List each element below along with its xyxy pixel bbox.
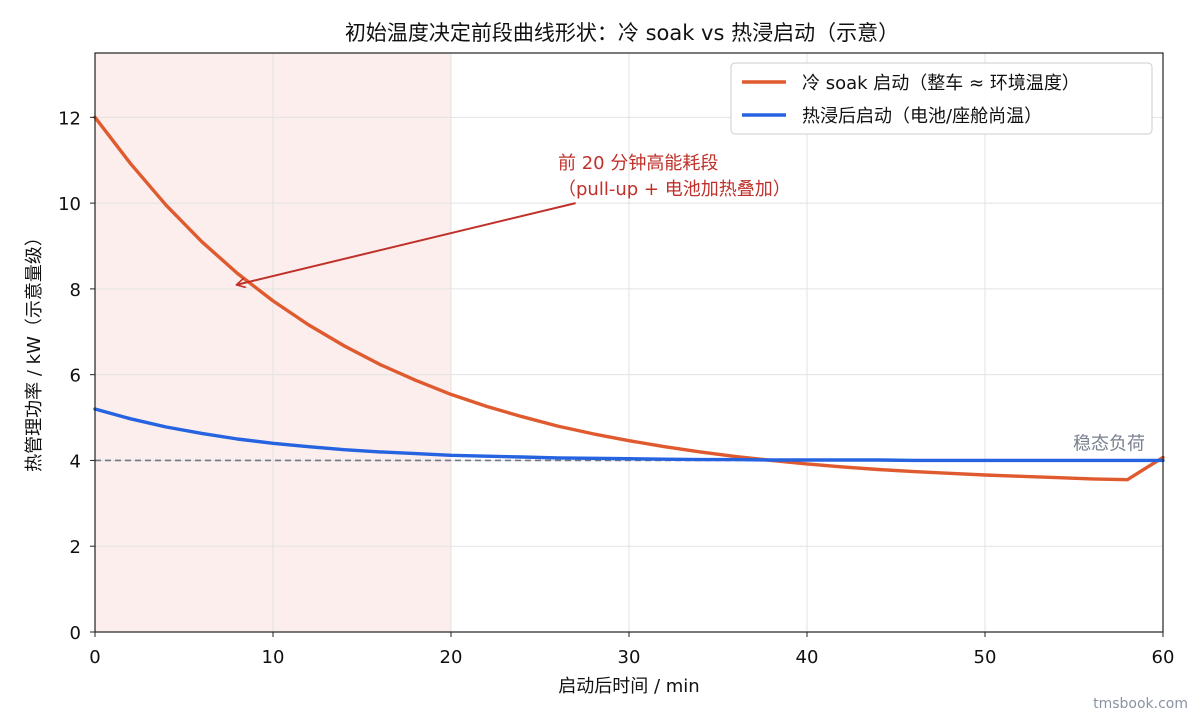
y-tick-label: 10 [58, 194, 81, 215]
x-tick-label: 30 [618, 647, 641, 668]
annotation-line-2: （pull-up + 电池加热叠加） [558, 179, 791, 200]
series-group [93, 115, 1165, 482]
series-line-1 [93, 115, 1165, 482]
x-tick-label: 60 [1152, 647, 1175, 668]
y-axis-label: 热管理功率 / kW（示意量级） [24, 228, 45, 472]
x-tick-label: 20 [440, 647, 463, 668]
y-tick-label: 2 [70, 537, 81, 558]
series-line-2 [93, 407, 1165, 463]
x-tick-label: 50 [974, 647, 997, 668]
annotation: 前 20 分钟高能耗段 （pull-up + 电池加热叠加） [237, 153, 791, 285]
legend-box [730, 62, 1153, 135]
x-tick-label: 10 [262, 647, 285, 668]
chart-title: 初始温度决定前段曲线形状：冷 soak vs 热浸启动（示意） [345, 21, 899, 45]
y-tick-label: 12 [58, 108, 81, 129]
y-tick-label: 8 [70, 280, 81, 301]
x-tick-label: 0 [89, 647, 100, 668]
steady-state-label: 稳态负荷 [1073, 433, 1145, 454]
legend-label-1: 冷 soak 启动（整车 ≈ 环境温度） [802, 73, 1080, 94]
legend-label-2: 热浸后启动（电池/座舱尚温） [802, 106, 1042, 127]
y-tick-label: 6 [70, 366, 81, 387]
ticks: 0 10 20 30 40 50 60 0 2 4 6 8 10 12 [58, 108, 1174, 668]
annotation-arrow [237, 202, 576, 284]
x-tick-label: 40 [796, 647, 819, 668]
x-axis-label: 启动后时间 / min [558, 676, 699, 697]
legend: 冷 soak 启动（整车 ≈ 环境温度） 热浸后启动（电池/座舱尚温） [730, 62, 1153, 135]
y-tick-label: 4 [70, 451, 81, 472]
watermark: tmsbook.com [1093, 696, 1188, 712]
annotation-line-1: 前 20 分钟高能耗段 [558, 153, 718, 174]
y-tick-label: 0 [70, 623, 81, 644]
